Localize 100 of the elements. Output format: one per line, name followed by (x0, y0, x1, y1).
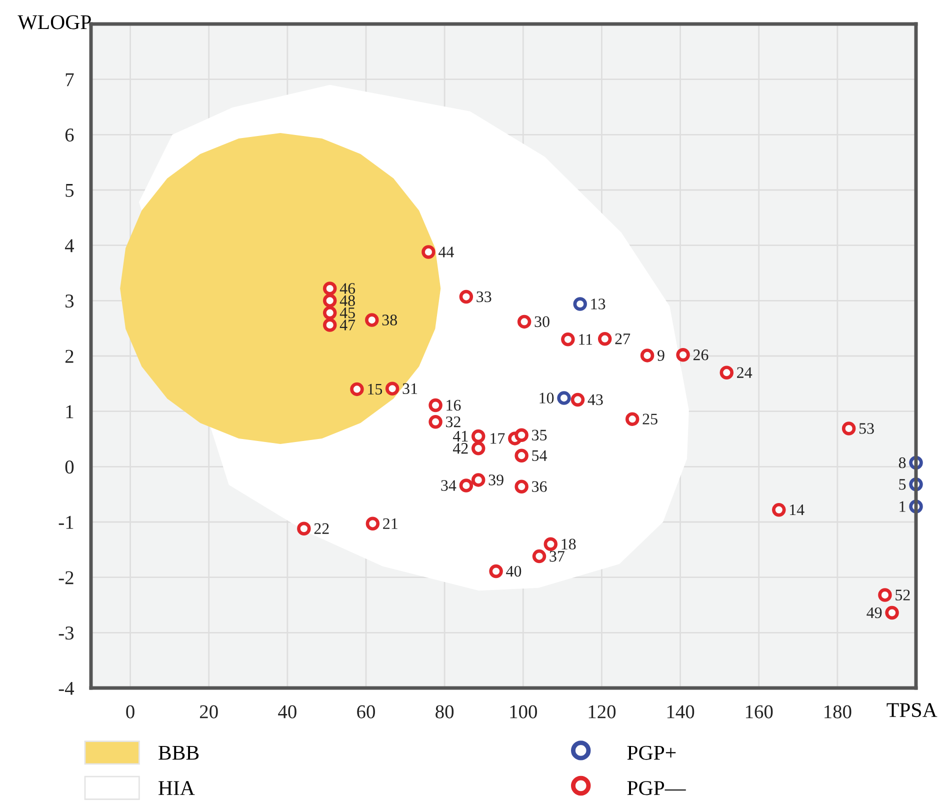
y-tick-label: -1 (58, 516, 74, 529)
point (625, 412, 640, 426)
annotation: 25 (642, 414, 658, 424)
annotation: 33 (476, 291, 492, 302)
annotation: 37 (550, 550, 564, 562)
annotation: 41 (452, 430, 468, 442)
point (640, 348, 654, 362)
point (297, 522, 311, 536)
y-tick-label: 3 (66, 294, 74, 308)
point (514, 448, 528, 462)
point (544, 537, 558, 552)
annotation: 53 (859, 423, 874, 434)
annotation: 39 (488, 474, 504, 486)
x-tick-label: 120 (588, 705, 616, 718)
annotation: 47 (340, 320, 356, 330)
point (676, 348, 690, 362)
point (557, 391, 571, 405)
annotation: 18 (562, 538, 576, 550)
x-tick-label: 40 (278, 705, 296, 718)
annotation: 30 (534, 316, 550, 328)
point (385, 382, 400, 396)
point (842, 422, 856, 436)
point (365, 313, 379, 327)
point (573, 297, 587, 311)
annotation: 52 (896, 590, 910, 600)
annotation: 10 (540, 392, 554, 404)
legend-label: PGP— (627, 781, 686, 796)
point (322, 318, 337, 332)
annotation: 8 (898, 457, 906, 468)
point (322, 306, 337, 320)
annotation: 26 (693, 350, 708, 360)
y-tick-label: 6 (65, 128, 74, 142)
point (428, 398, 442, 412)
annotation: 54 (532, 450, 548, 461)
point (471, 442, 486, 456)
point (350, 382, 364, 396)
point (489, 564, 503, 578)
annotation: 49 (866, 607, 882, 618)
annotation: 40 (506, 566, 522, 577)
x-axis-title: TPSA (886, 703, 938, 718)
annotation: 43 (588, 394, 603, 406)
point (561, 332, 575, 346)
annotation: 5 (899, 479, 906, 490)
point (459, 478, 474, 492)
point (322, 294, 337, 308)
point (885, 606, 899, 620)
y-tick-label: 2 (65, 350, 74, 363)
annotation: 36 (532, 481, 547, 492)
point (598, 332, 612, 346)
legend-label: HIA (158, 781, 195, 795)
y-tick-label: 1 (66, 405, 74, 418)
annotation: 31 (402, 383, 418, 394)
annotation: 38 (382, 314, 397, 326)
point (514, 480, 528, 494)
point (514, 428, 528, 442)
annotation: 34 (441, 480, 456, 491)
x-tick-label: 20 (200, 705, 218, 718)
annotation: 35 (532, 430, 547, 441)
y-tick-label: -3 (58, 626, 74, 640)
annotation: 24 (737, 367, 752, 378)
annotation: 11 (579, 334, 592, 345)
x-tick-label: 160 (746, 705, 773, 718)
y-tick-label: -4 (58, 682, 74, 695)
y-tick-label: 0 (65, 460, 74, 474)
annotation: 16 (446, 400, 461, 411)
point (422, 245, 436, 259)
y-tick-label: 5 (66, 184, 74, 197)
point (471, 473, 486, 487)
point (322, 282, 337, 296)
point (532, 549, 546, 564)
x-tick-label: 60 (357, 705, 375, 718)
point (517, 314, 532, 329)
annotation: 46 (340, 283, 356, 294)
legend-label: BBB (158, 746, 199, 760)
x-tick-label: 140 (667, 705, 694, 718)
x-tick-label: 80 (436, 705, 454, 718)
x-tick-label: 180 (824, 705, 852, 718)
y-axis-title: WLOGP (18, 15, 91, 30)
y-tick-label: 7 (66, 73, 74, 86)
annotation: 22 (314, 523, 329, 534)
annotation: 27 (615, 334, 630, 344)
x-tick-label: 100 (510, 705, 537, 718)
point (720, 366, 734, 380)
x-tick-label: 0 (126, 705, 134, 718)
point (428, 414, 442, 429)
point (471, 429, 486, 444)
annotation: 1 (900, 501, 906, 512)
point (878, 588, 892, 602)
y-tick-label: -2 (58, 571, 74, 584)
annotation: 13 (591, 298, 606, 310)
annotation: 14 (790, 504, 804, 516)
annotation: 9 (658, 350, 664, 361)
point (772, 502, 786, 517)
annotation: 32 (446, 416, 460, 428)
annotation: 42 (452, 443, 468, 454)
point (570, 392, 585, 407)
annotation: 44 (438, 246, 454, 258)
annotation: 15 (368, 384, 382, 395)
legend-label: PGP+ (627, 746, 676, 760)
point (459, 290, 474, 304)
